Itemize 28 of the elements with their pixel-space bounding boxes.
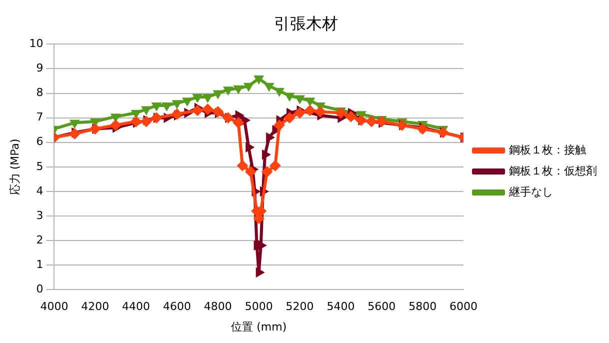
- y-tick-label: 7: [36, 110, 44, 124]
- y-tick-label: 4: [36, 184, 44, 198]
- y-tick-label: 8: [36, 86, 44, 100]
- x-tick-label: 5000: [244, 300, 273, 314]
- y-tick-label: 5: [36, 160, 44, 173]
- y-tick-label: 0: [36, 282, 44, 296]
- y-tick-label: 9: [36, 62, 44, 75]
- y-axis-title: 応力 (MPa): [8, 138, 22, 196]
- legend-label: 鋼板１枚：接触: [509, 143, 586, 156]
- x-tick-label: 5800: [408, 300, 437, 314]
- x-axis-title: 位置 (mm): [231, 320, 287, 334]
- y-tick-label: 2: [36, 233, 44, 246]
- x-tick-label: 6000: [450, 300, 478, 314]
- y-tick-label: 10: [29, 37, 44, 50]
- x-tick-label: 4600: [162, 300, 191, 314]
- legend-label: 鋼板１枚：仮想剤: [509, 164, 597, 178]
- x-tick-label: 5400: [326, 300, 355, 314]
- x-tick-label: 4800: [204, 300, 232, 314]
- x-tick-label: 4400: [122, 300, 150, 314]
- chart-title: 引張木材: [274, 14, 338, 33]
- y-tick-label: 1: [36, 258, 44, 271]
- y-tick-label: 6: [36, 135, 44, 148]
- legend-label: 継手なし: [508, 185, 553, 198]
- x-tick-label: 5200: [286, 300, 314, 314]
- y-tick-label: 3: [36, 208, 44, 222]
- x-tick-label: 4000: [40, 300, 68, 314]
- x-tick-label: 5600: [368, 300, 396, 314]
- x-tick-label: 4200: [81, 300, 110, 314]
